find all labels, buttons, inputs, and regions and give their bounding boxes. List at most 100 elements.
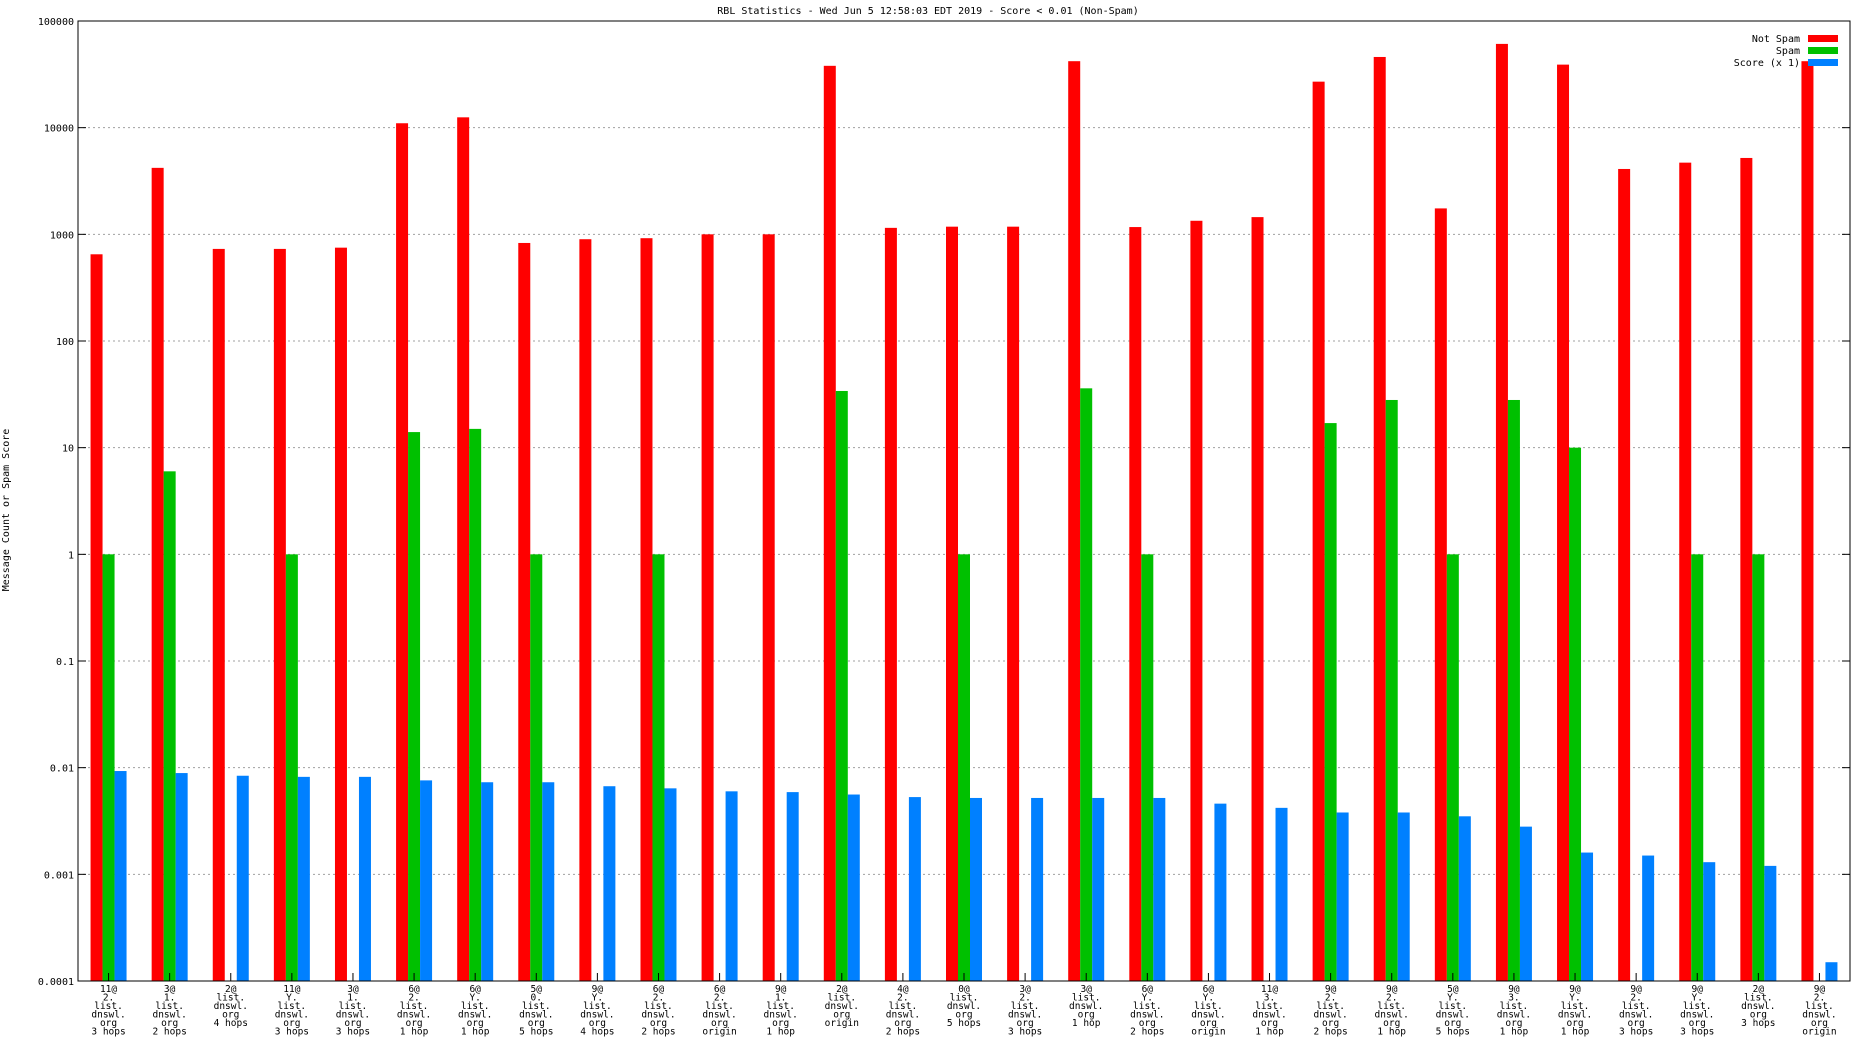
bar-not-spam bbox=[1068, 61, 1081, 981]
x-tick-label: dnswl. bbox=[214, 1001, 248, 1012]
chart-title: RBL Statistics - Wed Jun 5 12:58:03 EDT … bbox=[717, 6, 1138, 17]
bar-not-spam bbox=[212, 248, 225, 981]
legend-label: Not Spam bbox=[1752, 34, 1800, 45]
x-tick-label: 1 hop bbox=[461, 1027, 490, 1038]
x-tick-label: 9@ bbox=[1325, 984, 1337, 995]
x-tick-label: list. bbox=[1622, 1001, 1651, 1012]
bar-score-x-1 bbox=[1703, 862, 1716, 981]
x-tick-label: dnswl. bbox=[1680, 1010, 1714, 1021]
x-tick-label: origin bbox=[825, 1018, 859, 1029]
x-tick-label: 2. bbox=[653, 993, 664, 1004]
bar-score-x-1 bbox=[603, 786, 616, 981]
bar-score-x-1 bbox=[664, 788, 677, 981]
x-tick-label: 2. bbox=[408, 993, 419, 1004]
y-tick-label: 10 bbox=[62, 444, 74, 455]
x-tick-label: dnswl. bbox=[886, 1010, 920, 1021]
x-tick-label: 9@ bbox=[775, 984, 787, 995]
x-tick-label: 11@ bbox=[100, 984, 117, 995]
x-tick-label: 3 hops bbox=[1008, 1027, 1042, 1038]
x-tick-label: dnswl. bbox=[1375, 1010, 1409, 1021]
bar-not-spam bbox=[1190, 220, 1203, 981]
bar-not-spam bbox=[1251, 217, 1264, 982]
x-tick-label: org bbox=[1628, 1018, 1645, 1029]
x-tick-label: org bbox=[1078, 1010, 1095, 1021]
legend-swatch bbox=[1808, 59, 1838, 66]
bar-score-x-1 bbox=[114, 771, 127, 981]
x-tick-label: 3@ bbox=[164, 984, 176, 995]
x-tick-label: 3 hops bbox=[336, 1027, 370, 1038]
bar-spam bbox=[163, 471, 176, 981]
bar-not-spam bbox=[884, 227, 897, 982]
x-tick-label: 2. bbox=[1019, 993, 1030, 1004]
x-tick-label: 3@ bbox=[1080, 984, 1092, 995]
x-tick-label: 5 hops bbox=[947, 1018, 981, 1029]
x-tick-label: 2. bbox=[1814, 993, 1825, 1004]
x-tick-label: 6@ bbox=[469, 984, 481, 995]
x-tick-label: 4 hops bbox=[214, 1018, 248, 1029]
bar-not-spam bbox=[701, 234, 714, 982]
x-tick-label: dnswl. bbox=[1069, 1001, 1103, 1012]
bar-score-x-1 bbox=[1458, 816, 1471, 981]
x-tick-label: dnswl. bbox=[519, 1010, 553, 1021]
bar-spam bbox=[469, 428, 482, 981]
bar-score-x-1 bbox=[847, 794, 860, 981]
x-tick-label: org bbox=[955, 1010, 972, 1021]
x-tick-label: org bbox=[405, 1018, 422, 1029]
x-tick-label: list. bbox=[461, 1001, 490, 1012]
x-tick-label: 3@ bbox=[1019, 984, 1031, 995]
x-tick-label: org bbox=[894, 1018, 911, 1029]
bar-spam bbox=[1141, 554, 1154, 981]
x-tick-label: 2. bbox=[714, 993, 725, 1004]
x-tick-label: dnswl. bbox=[1436, 1010, 1470, 1021]
x-tick-label: dnswl. bbox=[1497, 1010, 1531, 1021]
x-tick-label: 5 hops bbox=[519, 1027, 553, 1038]
x-tick-label: org bbox=[1200, 1018, 1217, 1029]
x-tick-label: list. bbox=[1377, 1001, 1406, 1012]
bar-score-x-1 bbox=[1825, 962, 1838, 981]
legend-label: Spam bbox=[1776, 46, 1800, 57]
bar-spam bbox=[530, 554, 543, 981]
bar-score-x-1 bbox=[420, 780, 433, 981]
x-tick-label: org bbox=[467, 1018, 484, 1029]
bar-not-spam bbox=[1618, 168, 1631, 981]
x-tick-label: list. bbox=[155, 1001, 184, 1012]
x-tick-label: 1 hop bbox=[400, 1027, 429, 1038]
x-tick-label: 1. bbox=[775, 993, 786, 1004]
bar-not-spam bbox=[1007, 226, 1020, 982]
x-tick-label: list. bbox=[339, 1001, 368, 1012]
x-tick-label: 2. bbox=[103, 993, 114, 1004]
x-tick-label: list. bbox=[583, 1001, 612, 1012]
bar-score-x-1 bbox=[297, 776, 310, 981]
x-tick-label: org bbox=[1444, 1018, 1461, 1029]
x-tick-label: org bbox=[222, 1010, 239, 1021]
x-tick-label: 6@ bbox=[653, 984, 665, 995]
x-tick-label: org bbox=[283, 1018, 300, 1029]
x-tick-label: list. bbox=[827, 993, 856, 1004]
x-tick-label: list. bbox=[1805, 1001, 1834, 1012]
y-tick-label: 1000 bbox=[50, 230, 74, 241]
x-tick-label: org bbox=[833, 1010, 850, 1021]
axes: 0.0001 0.001 0.01 0.1 1 10 100 1000 10000 100000 1… bbox=[38, 17, 1850, 1038]
x-tick-label: dnswl. bbox=[1008, 1010, 1042, 1021]
bar-not-spam bbox=[823, 65, 836, 982]
x-tick-label: dnswl. bbox=[275, 1010, 309, 1021]
x-tick-label: dnswl. bbox=[1191, 1010, 1225, 1021]
x-tick-label: org bbox=[1017, 1018, 1034, 1029]
x-tick-label: 4@ bbox=[897, 984, 909, 995]
bar-spam bbox=[285, 554, 298, 981]
y-tick-label: 0.001 bbox=[44, 870, 74, 881]
bar-not-spam bbox=[273, 248, 286, 981]
bar-not-spam bbox=[518, 242, 531, 982]
x-tick-label: Y. bbox=[1447, 993, 1458, 1004]
x-tick-label: org bbox=[1261, 1018, 1278, 1029]
bar-score-x-1 bbox=[481, 782, 494, 981]
bar-score-x-1 bbox=[358, 776, 371, 981]
bar-spam bbox=[835, 390, 848, 981]
bar-score-x-1 bbox=[1031, 797, 1044, 981]
y-tick-label: 0.01 bbox=[50, 764, 74, 775]
x-tick-label: org bbox=[1139, 1018, 1156, 1029]
bar-spam bbox=[1080, 388, 1093, 981]
x-tick-label: 1. bbox=[164, 993, 175, 1004]
x-tick-label: dnswl. bbox=[1558, 1010, 1592, 1021]
